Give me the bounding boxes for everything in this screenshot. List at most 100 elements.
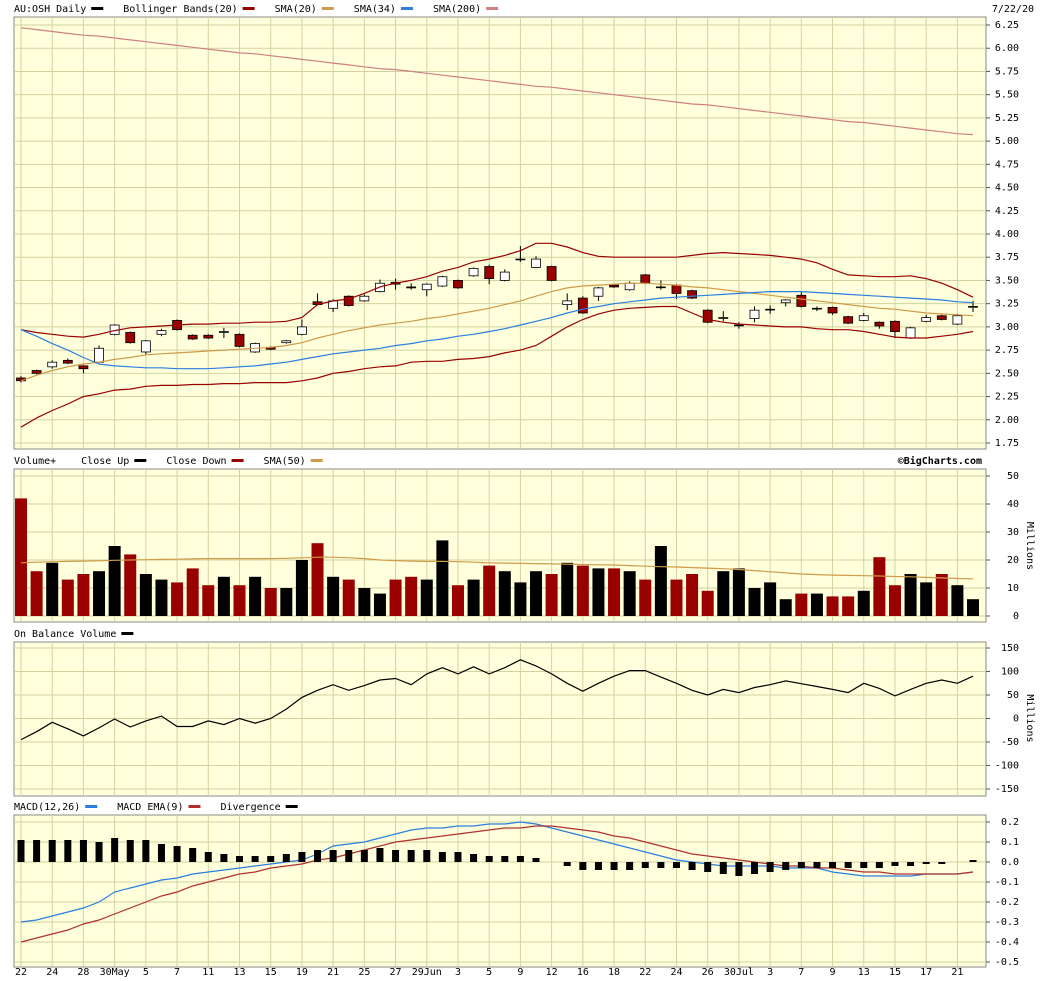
legend-swatch	[85, 805, 98, 808]
bar	[389, 579, 402, 616]
candle-body	[671, 284, 682, 294]
candle-body	[765, 308, 776, 311]
bar	[888, 585, 901, 616]
line	[20, 282, 974, 382]
bar	[857, 590, 870, 616]
bar	[17, 840, 25, 862]
y-tick-label: 50	[1007, 690, 1019, 701]
bar	[438, 852, 446, 862]
candle-body	[936, 315, 947, 320]
y-tick-label: 40	[1007, 499, 1019, 510]
candle-body	[593, 287, 604, 297]
legend-label: Close Up	[81, 456, 129, 467]
y-tick-label: -0.4	[995, 937, 1019, 948]
band-lower	[20, 305, 974, 428]
legend-label: MACD EMA(9)	[117, 802, 183, 813]
x-tick-label: 25	[358, 967, 370, 978]
y-tick-label: -0.3	[995, 917, 1019, 928]
candle-body	[94, 347, 104, 363]
bar	[142, 840, 150, 862]
candle-body	[468, 267, 479, 277]
x-tick-label: 17	[920, 967, 932, 978]
x-tick-label: 9	[830, 967, 836, 978]
candle-body	[203, 334, 214, 339]
date: 7/22/20	[992, 4, 1034, 15]
bar	[719, 862, 727, 874]
x-tick-label: 5	[486, 967, 492, 978]
candle-body	[343, 295, 354, 306]
x-tick-label: 29Jun	[412, 967, 442, 978]
bar	[938, 862, 946, 864]
bar	[732, 568, 745, 616]
candle-body	[780, 299, 791, 304]
band-upper	[20, 242, 974, 338]
bar	[436, 540, 449, 616]
bar	[295, 560, 308, 616]
candle-body	[640, 274, 651, 284]
y-tick-label: 0	[1013, 714, 1019, 725]
bar	[264, 588, 277, 616]
candle-body	[218, 331, 229, 333]
bar	[907, 862, 915, 866]
y-tick-label: 4.00	[995, 229, 1019, 240]
bar	[217, 576, 230, 616]
bar	[204, 852, 212, 862]
legend-swatch	[400, 7, 413, 10]
candle-body	[234, 333, 245, 347]
y-tick-label: 2.50	[995, 368, 1019, 379]
bar	[155, 579, 168, 616]
legend-swatch	[310, 459, 323, 462]
y-tick-label: 6.00	[995, 43, 1019, 54]
bar	[392, 850, 400, 862]
y-tick-label: 5.00	[995, 136, 1019, 147]
credit: ©BigCharts.com	[898, 455, 982, 467]
candle-body	[968, 306, 978, 308]
x-tick-label: 30Jul	[724, 967, 754, 978]
y-tick-label: 4.75	[995, 159, 1019, 170]
x-tick-label: 7	[174, 967, 180, 978]
bar	[782, 862, 790, 870]
legend-label: On Balance Volume	[14, 629, 116, 640]
bar	[46, 562, 59, 616]
candle-body	[921, 317, 932, 322]
bar	[766, 862, 774, 872]
bar	[672, 862, 680, 868]
bar	[610, 862, 618, 870]
candle-body	[546, 266, 557, 281]
x-tick-label: 26	[702, 967, 714, 978]
bar	[311, 543, 324, 616]
candle-body	[718, 317, 729, 319]
bar	[935, 574, 948, 616]
bar	[967, 599, 979, 616]
bar	[530, 571, 543, 616]
y-tick-label: 150	[1001, 643, 1019, 654]
candle-body	[890, 320, 900, 332]
y-tick-label: -0.5	[995, 957, 1019, 968]
candle-body	[406, 286, 417, 289]
candle-body	[78, 365, 89, 370]
x-tick-label: 15	[265, 967, 277, 978]
bar	[30, 571, 43, 616]
candle-body	[531, 258, 541, 268]
bar	[922, 862, 930, 864]
candle-body	[156, 330, 167, 335]
bar	[717, 571, 730, 616]
bar	[701, 590, 714, 616]
bar	[516, 856, 524, 862]
x-tick-label: 22	[15, 967, 27, 978]
bar	[576, 565, 589, 616]
bar	[608, 568, 621, 616]
bar	[532, 858, 540, 862]
candle-body	[749, 309, 760, 319]
bar	[829, 862, 837, 868]
candle-body	[62, 359, 73, 364]
panel	[13, 814, 987, 968]
x-tick-label: 15	[889, 967, 901, 978]
x-tick-label: 9	[517, 967, 523, 978]
bar	[329, 850, 337, 862]
x-tick-label: 30May	[100, 967, 130, 978]
candle-body	[624, 282, 635, 291]
y-tick-label: 4.25	[995, 206, 1019, 217]
bar	[545, 574, 558, 616]
